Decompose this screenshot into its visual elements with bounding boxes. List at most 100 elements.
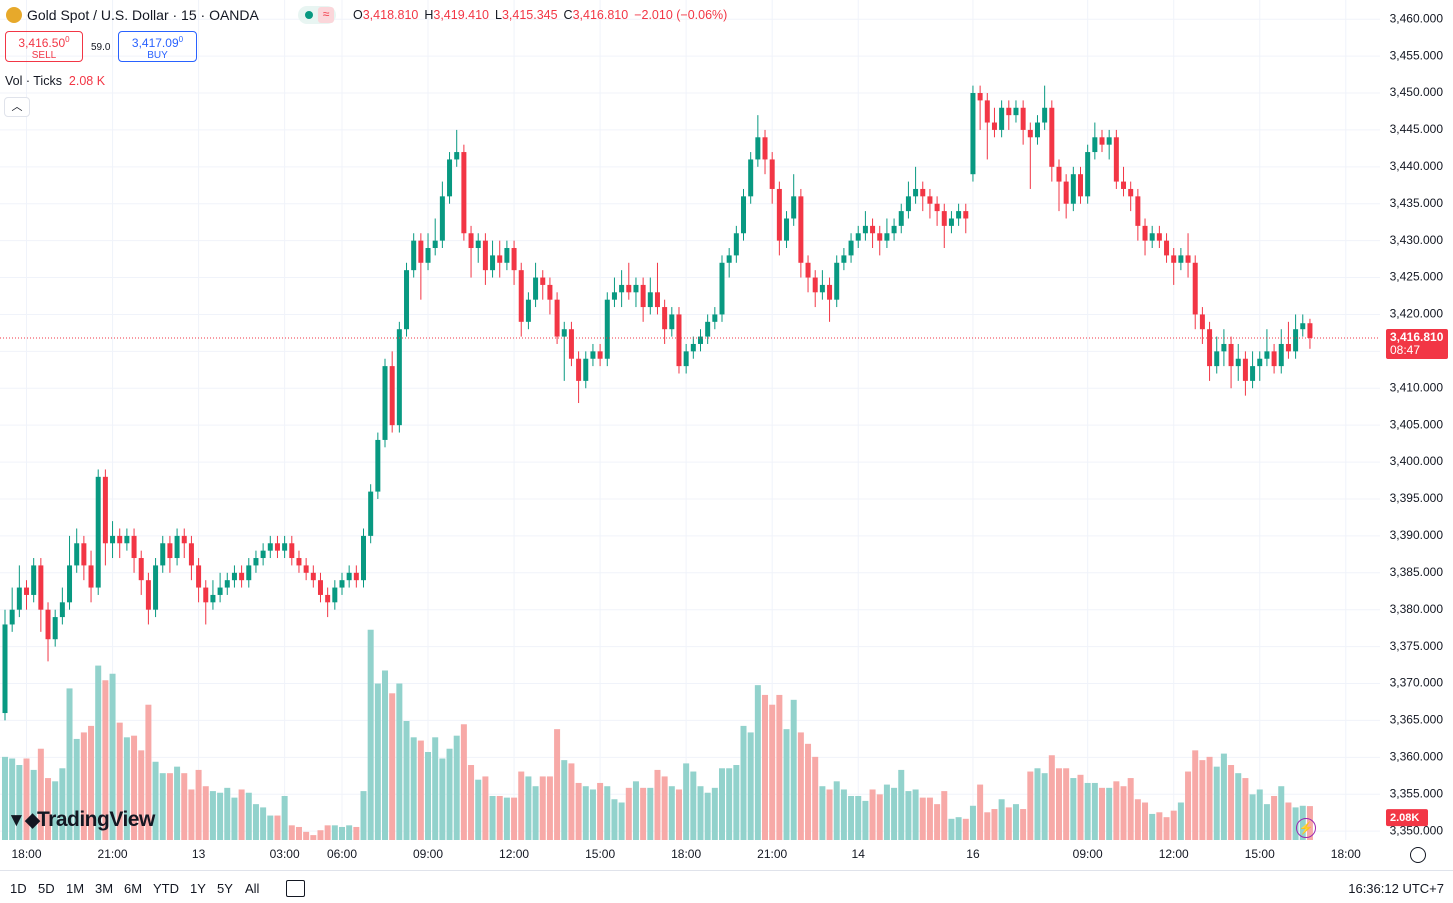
- range-button[interactable]: 5D: [38, 881, 55, 896]
- volume-bar: [138, 750, 145, 840]
- candle-body: [325, 594, 331, 603]
- candle-body: [110, 535, 116, 544]
- ohlc-change: −2.010 (−0.06%): [634, 8, 728, 22]
- candle-body: [576, 358, 582, 381]
- candle-body: [662, 307, 668, 330]
- volume-bar: [489, 795, 496, 840]
- candle-body: [181, 535, 187, 544]
- candle-body: [411, 240, 417, 271]
- volume-bar: [1106, 787, 1113, 840]
- range-button[interactable]: 1D: [10, 881, 27, 896]
- y-tick-label: 3,365.000: [1390, 713, 1444, 727]
- candle-body: [812, 277, 818, 293]
- volume-bar: [812, 756, 819, 840]
- volume-bar: [52, 781, 59, 840]
- buy-button[interactable]: 3,417.090 BUY: [118, 31, 197, 62]
- range-button[interactable]: 5Y: [217, 881, 233, 896]
- ohlc-value: 3,415.345: [501, 8, 558, 22]
- symbol-title[interactable]: Gold Spot / U.S. Dollar · 15 · OANDA: [27, 7, 259, 23]
- candle-body: [891, 225, 897, 234]
- candle-body: [217, 587, 223, 595]
- clock[interactable]: 16:36:12 UTC+7: [1348, 881, 1444, 896]
- volume-bar: [769, 704, 776, 840]
- volume-bar: [991, 809, 998, 840]
- lightning-icon[interactable]: ⚡: [1296, 818, 1316, 838]
- volume-bar: [209, 791, 216, 840]
- candle-body: [1092, 137, 1098, 153]
- candle-body: [475, 240, 481, 249]
- y-tick-label: 3,405.000: [1390, 417, 1444, 431]
- candle-body: [1156, 233, 1162, 241]
- candle-body: [991, 122, 997, 130]
- volume-bar: [532, 786, 539, 840]
- candle-body: [913, 188, 919, 197]
- range-button[interactable]: All: [245, 881, 260, 896]
- volume-bar: [417, 740, 424, 840]
- candle-body: [246, 565, 252, 581]
- volume-bar: [675, 789, 682, 840]
- range-button[interactable]: 3M: [95, 881, 114, 896]
- volume-bar: [446, 748, 453, 840]
- date-range-icon[interactable]: [286, 880, 305, 897]
- candle-body: [332, 587, 338, 603]
- volume-bar: [518, 771, 525, 840]
- candle-body: [1264, 351, 1270, 359]
- volume-bar: [962, 818, 969, 840]
- volume-bar: [747, 732, 754, 840]
- candle-body: [353, 572, 359, 581]
- candle-body: [690, 343, 696, 352]
- volume-bar: [826, 789, 833, 840]
- sell-button[interactable]: 3,416.500 SELL: [5, 31, 83, 62]
- candle-body: [626, 284, 632, 293]
- candle-body: [1121, 181, 1127, 189]
- status-pill[interactable]: ≈: [298, 6, 336, 24]
- range-button[interactable]: 1Y: [190, 881, 206, 896]
- candle-body: [81, 543, 87, 566]
- volume-bar: [1127, 778, 1134, 840]
- candle-body: [669, 314, 675, 330]
- volume-bar: [23, 758, 30, 840]
- candle-body: [1250, 366, 1256, 381]
- x-tick-label: 12:00: [499, 847, 529, 861]
- candle-body: [1164, 240, 1170, 256]
- candle-body: [468, 233, 474, 249]
- candle-body: [1078, 174, 1083, 197]
- volume-bar: [1099, 787, 1106, 840]
- volume-bar: [231, 797, 238, 840]
- candle-body: [432, 240, 438, 249]
- volume-bar: [977, 784, 984, 840]
- volume-bar: [1012, 804, 1019, 840]
- volume-label-box: [1386, 809, 1428, 827]
- volume-bar: [1027, 771, 1034, 840]
- volume-bar: [195, 769, 202, 840]
- buy-pip: 0: [178, 35, 184, 44]
- settings-icon[interactable]: [1410, 847, 1426, 863]
- x-tick-label: 09:00: [413, 847, 443, 861]
- candle-body: [533, 277, 539, 300]
- range-button[interactable]: 1M: [66, 881, 85, 896]
- candle-body: [719, 262, 725, 315]
- volume-bar: [389, 693, 396, 840]
- y-tick-label: 3,420.000: [1390, 307, 1444, 321]
- volume-bar: [632, 781, 639, 840]
- volume-bar: [934, 804, 941, 840]
- volume-bar: [597, 782, 604, 840]
- candle-body: [611, 292, 617, 300]
- collapse-button[interactable]: ︿: [4, 97, 30, 117]
- candle-body: [389, 366, 395, 426]
- candle-body: [382, 366, 388, 440]
- volume-bar: [73, 738, 80, 840]
- volume-bar: [1084, 782, 1091, 840]
- range-button[interactable]: 6M: [124, 881, 143, 896]
- candle-body: [310, 572, 316, 581]
- candle-body: [1242, 358, 1248, 381]
- candle-body: [1171, 255, 1177, 263]
- volume-bar: [604, 786, 611, 840]
- volume-bar: [1120, 786, 1127, 840]
- candle-body: [303, 565, 309, 573]
- volume-bar: [855, 795, 862, 840]
- volume-bar: [496, 795, 503, 840]
- candle-body: [231, 572, 237, 581]
- candle-body: [482, 240, 488, 271]
- range-button[interactable]: YTD: [153, 881, 179, 896]
